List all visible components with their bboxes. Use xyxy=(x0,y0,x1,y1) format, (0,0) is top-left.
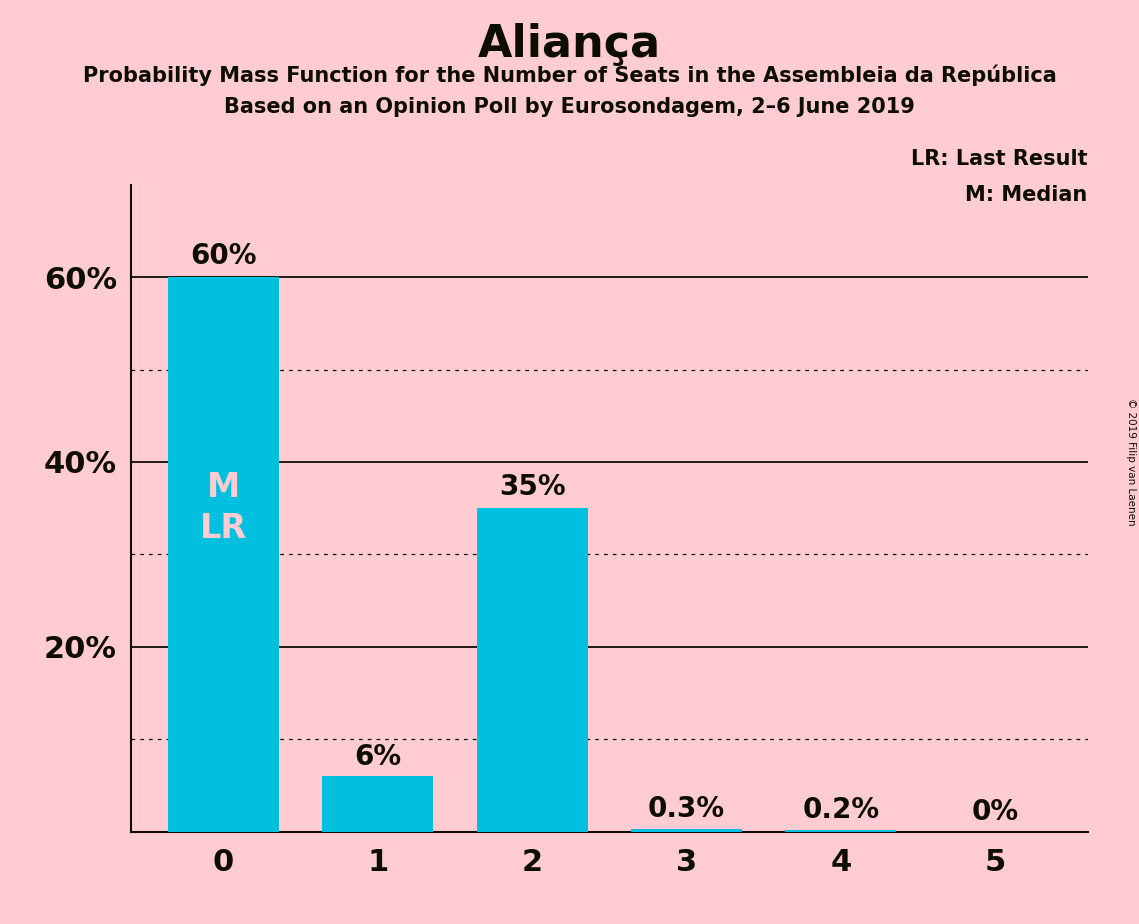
Text: 0%: 0% xyxy=(972,798,1018,826)
Text: M: Median: M: Median xyxy=(966,185,1088,205)
Bar xyxy=(476,508,588,832)
Text: 6%: 6% xyxy=(354,743,401,771)
Bar xyxy=(169,277,279,832)
Text: © 2019 Filip van Laenen: © 2019 Filip van Laenen xyxy=(1126,398,1136,526)
Text: 0.2%: 0.2% xyxy=(802,796,879,824)
Bar xyxy=(631,829,743,832)
Bar xyxy=(785,830,896,832)
Text: 0.3%: 0.3% xyxy=(648,796,726,823)
Bar xyxy=(322,776,434,832)
Text: M
LR: M LR xyxy=(200,471,247,545)
Text: 35%: 35% xyxy=(499,473,566,501)
Text: Probability Mass Function for the Number of Seats in the Assembleia da República: Probability Mass Function for the Number… xyxy=(83,65,1056,86)
Text: LR: Last Result: LR: Last Result xyxy=(911,149,1088,168)
Text: Based on an Opinion Poll by Eurosondagem, 2–6 June 2019: Based on an Opinion Poll by Eurosondagem… xyxy=(224,97,915,117)
Text: 60%: 60% xyxy=(190,242,256,270)
Text: Aliança: Aliança xyxy=(478,23,661,67)
